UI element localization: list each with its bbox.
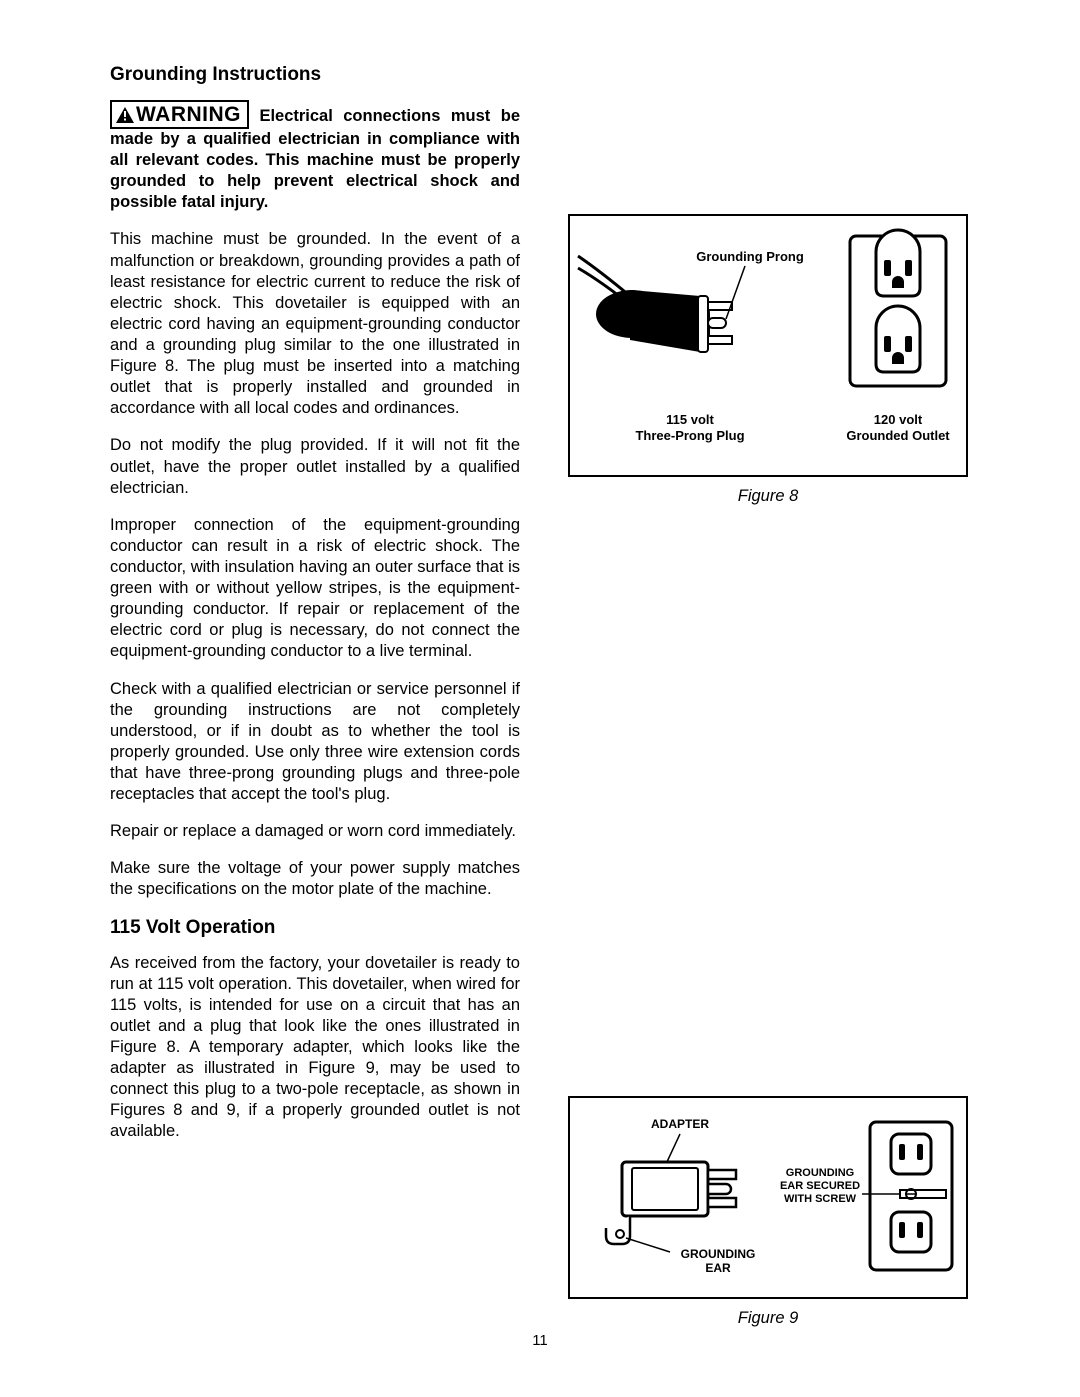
figure-8-container: Grounding Prong: [568, 214, 968, 506]
fig8-outlet-line1: 120 volt: [874, 412, 923, 427]
fig8-outlet-line2: Grounded Outlet: [846, 428, 950, 443]
warning-triangle-icon: [116, 107, 134, 123]
heading-grounding: Grounding Instructions: [110, 64, 520, 86]
fig8-plug-line2: Three-Prong Plug: [635, 428, 744, 443]
fig9-label-sec-2: EAR SECURED: [780, 1180, 860, 1192]
para-2: Do not modify the plug provided. If it w…: [110, 435, 520, 498]
figure-8-diagram: Grounding Prong: [570, 216, 964, 470]
figure-9-diagram: ADAPTER GROUNDING EAR: [570, 1098, 964, 1292]
left-column: Grounding Instructions WARNING Electrica…: [110, 64, 520, 1328]
fig9-label-ear-2: EAR: [705, 1261, 731, 1275]
page-number: 11: [0, 1332, 1080, 1349]
warning-label-text: WARNING: [136, 103, 241, 126]
fig9-label-ear-1: GROUNDING: [681, 1247, 756, 1261]
figure-9-container: ADAPTER GROUNDING EAR: [568, 1096, 968, 1328]
fig9-label-sec-1: GROUNDING: [786, 1167, 854, 1179]
figure-9-caption: Figure 9: [568, 1309, 968, 1328]
fig8-label-prong: Grounding Prong: [696, 249, 804, 264]
para-3: Improper connection of the equipment-gro…: [110, 515, 520, 663]
figure-9-box: ADAPTER GROUNDING EAR: [568, 1096, 968, 1299]
warning-paragraph: WARNING Electrical connections must be m…: [110, 100, 520, 213]
warning-badge: WARNING: [110, 100, 249, 129]
para-4: Check with a qualified electrician or se…: [110, 679, 520, 806]
figure-8-box: Grounding Prong: [568, 214, 968, 477]
para-7: As received from the factory, your dovet…: [110, 953, 520, 1143]
para-5: Repair or replace a damaged or worn cord…: [110, 821, 520, 842]
para-6: Make sure the voltage of your power supp…: [110, 858, 520, 900]
fig8-plug-line1: 115 volt: [666, 412, 714, 427]
right-column: Grounding Prong: [568, 64, 968, 1328]
fig9-label-sec-3: WITH SCREW: [784, 1193, 857, 1205]
fig9-label-adapter: ADAPTER: [651, 1117, 709, 1131]
figure-8-caption: Figure 8: [568, 487, 968, 506]
para-1: This machine must be grounded. In the ev…: [110, 229, 520, 419]
heading-115v: 115 Volt Operation: [110, 917, 520, 939]
